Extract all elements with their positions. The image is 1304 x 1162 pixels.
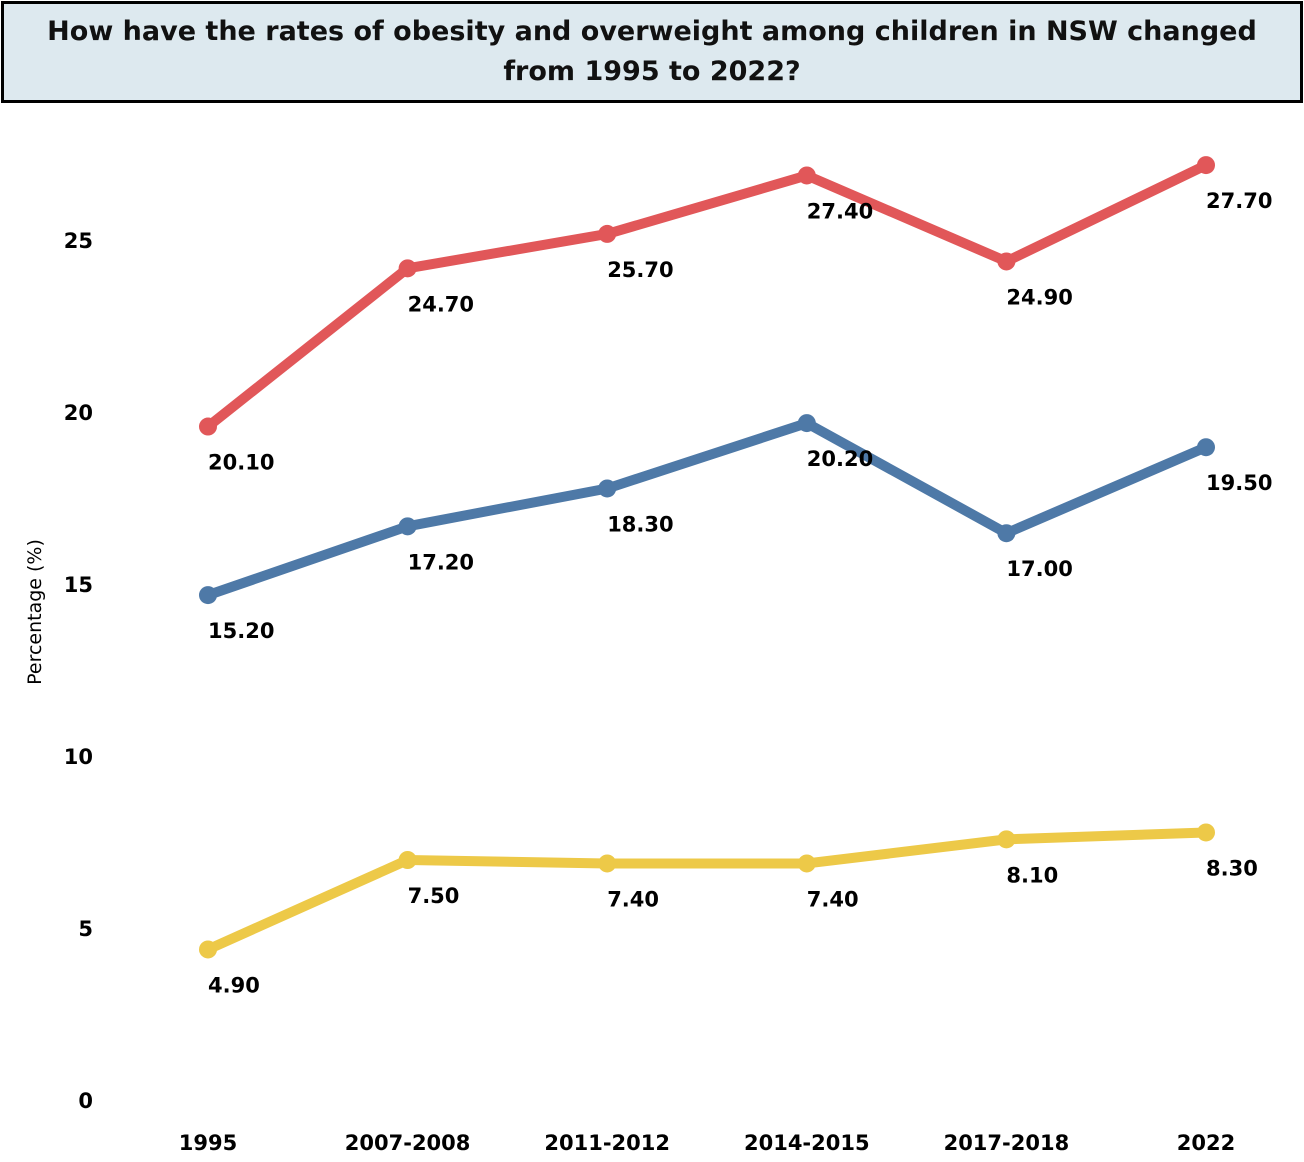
series-1: 20.10 24.70 25.70 27.40 24.90 27.70 xyxy=(199,156,1272,475)
y-tick-label: 10 xyxy=(64,745,93,769)
data-label: 27.70 xyxy=(1206,189,1272,213)
data-point[interactable] xyxy=(1197,438,1215,457)
data-point[interactable] xyxy=(997,252,1016,271)
y-tick-label: 0 xyxy=(78,1089,93,1113)
x-tick-label: 2014-2015 xyxy=(744,1131,870,1155)
x-tick-label: 2011-2012 xyxy=(544,1131,670,1155)
data-label: 25.70 xyxy=(607,258,673,282)
data-point[interactable] xyxy=(797,166,816,185)
data-label: 17.00 xyxy=(1006,557,1072,581)
data-label: 24.70 xyxy=(408,292,474,316)
data-label: 4.90 xyxy=(208,973,260,997)
data-label: 8.30 xyxy=(1206,856,1258,880)
y-axis-label: Percentage (%) xyxy=(24,539,46,685)
chart-title: How have the rates of obesity and overwe… xyxy=(47,16,1257,87)
data-label: 15.20 xyxy=(208,619,274,643)
data-label: 18.30 xyxy=(607,512,673,536)
data-label: 20.10 xyxy=(208,451,274,475)
x-axis-ticks: 1995 2007-2008 2011-2012 2014-2015 2017-2018… xyxy=(179,1131,1235,1155)
series-2: 15.20 17.20 18.30 20.20 17.00 19.50 xyxy=(199,414,1272,643)
data-point[interactable] xyxy=(598,479,617,498)
data-point[interactable] xyxy=(1197,156,1215,175)
data-point[interactable] xyxy=(398,259,417,278)
data-point[interactable] xyxy=(598,854,617,873)
data-point[interactable] xyxy=(598,224,617,243)
data-point[interactable] xyxy=(398,851,417,869)
series-line xyxy=(203,418,1211,601)
x-tick-label: 1995 xyxy=(179,1131,237,1155)
data-label: 20.20 xyxy=(807,447,873,471)
series-3: 4.90 7.50 7.40 7.40 8.10 8.30 xyxy=(199,823,1258,997)
data-label: 17.20 xyxy=(408,550,474,574)
data-point[interactable] xyxy=(797,414,816,433)
data-label: 8.10 xyxy=(1006,863,1058,887)
data-label: 19.50 xyxy=(1206,471,1272,495)
data-point[interactable] xyxy=(199,586,217,605)
data-label: 7.40 xyxy=(807,887,859,911)
data-point[interactable] xyxy=(997,524,1016,543)
data-point[interactable] xyxy=(199,940,217,959)
x-tick-label: 2022 xyxy=(1177,1131,1235,1155)
y-axis-ticks: 0 5 10 15 20 25 xyxy=(64,229,93,1113)
y-tick-label: 20 xyxy=(64,401,93,425)
data-point[interactable] xyxy=(797,854,816,873)
x-tick-label: 2007-2008 xyxy=(345,1131,471,1155)
data-point[interactable] xyxy=(997,830,1016,849)
series-line xyxy=(203,827,1211,955)
data-label: 7.40 xyxy=(607,887,659,911)
series-line xyxy=(203,160,1211,432)
data-label: 7.50 xyxy=(408,884,460,908)
data-point[interactable] xyxy=(199,417,217,436)
data-label: 27.40 xyxy=(807,199,873,223)
x-tick-label: 2017-2018 xyxy=(944,1131,1070,1155)
data-label: 24.90 xyxy=(1006,285,1072,309)
y-tick-label: 5 xyxy=(78,917,93,941)
series-layer: 20.10 24.70 25.70 27.40 24.90 27.70 15.20 17.20… xyxy=(199,156,1272,997)
y-tick-label: 25 xyxy=(64,229,93,253)
chart-title-box: How have the rates of obesity and overwe… xyxy=(1,1,1303,103)
data-point[interactable] xyxy=(398,517,417,536)
data-point[interactable] xyxy=(1197,823,1215,842)
y-tick-label: 15 xyxy=(64,573,93,597)
